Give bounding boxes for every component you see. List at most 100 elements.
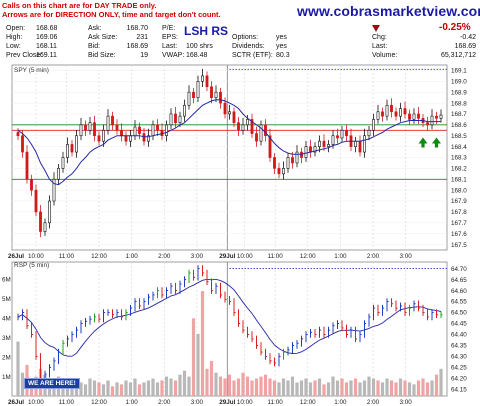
price-y-tick-label: 168.7: [451, 111, 467, 118]
price-candle: [340, 129, 344, 139]
price-candle: [205, 75, 209, 88]
price-x-tick-label: 2:00: [367, 253, 380, 260]
ask-value: 168.70: [126, 25, 148, 32]
price-candle: [97, 135, 101, 142]
price-candle: [196, 81, 200, 98]
volume-bar: [430, 380, 434, 396]
price-candle: [381, 111, 384, 117]
volume-bar: [317, 378, 322, 396]
disclaimer-line-1: Calls on this chart are for DAY TRADE on…: [2, 1, 157, 10]
volume-bar: [281, 378, 286, 396]
price-candle: [178, 115, 182, 123]
price-candle: [21, 135, 24, 153]
price-candle: [430, 115, 434, 126]
volume-bar: [425, 382, 430, 396]
last-shares: 100 shrs: [186, 43, 213, 50]
volume-bar: [245, 376, 250, 396]
rsp-x-tick-label: 1:00: [125, 399, 138, 406]
price-y-tick-label: 168.2: [451, 166, 467, 173]
price-candle: [439, 114, 443, 119]
volume-bar: [119, 384, 124, 396]
price-y-tick-label: 168.8: [451, 100, 467, 107]
rsp-x-tick-label: 12:00: [91, 399, 107, 406]
price-candle: [66, 144, 69, 158]
volume-bar: [227, 374, 232, 396]
volume-bar: [259, 376, 263, 396]
volume-bar: [358, 382, 362, 396]
price-x-tick-label: 1:00: [125, 253, 138, 260]
price-candle: [142, 133, 146, 142]
price-candle: [201, 75, 204, 82]
price-y-tick-label: 168.3: [451, 155, 467, 162]
price-y-tick-label: 168.5: [451, 133, 467, 140]
vwap-label: VWAP:: [162, 52, 185, 59]
rsp-x-tick-label: 1:00: [334, 399, 347, 406]
bid-size-value: 19: [140, 52, 148, 59]
price-candle: [264, 124, 267, 137]
price-y-tick-label: 168.4: [451, 144, 467, 151]
volume-bar: [286, 380, 290, 396]
high-value: 169.06: [36, 34, 58, 41]
price-candle: [259, 124, 263, 142]
volume-bar: [20, 372, 25, 396]
volume-bar: [232, 380, 236, 396]
price-y-tick-label: 168.9: [451, 89, 467, 96]
volume-bar: [79, 382, 83, 396]
price-candle: [48, 200, 51, 224]
volume-bar: [200, 291, 205, 396]
ask-label: Ask:: [88, 25, 102, 32]
volume-tick-label: 1M: [2, 374, 11, 381]
volume-bar: [151, 378, 155, 396]
price-candle: [435, 115, 438, 119]
volume-bar: [335, 380, 340, 396]
price-candle: [30, 178, 33, 191]
volume-tick-label: 2M: [2, 354, 11, 361]
price-candle: [300, 151, 303, 158]
price-candle: [291, 157, 294, 164]
change-percent: -0.25%: [439, 22, 471, 33]
volume-bar: [254, 378, 259, 396]
price-y-tick-label: 167.9: [451, 198, 467, 205]
price-x-tick-label: 2:00: [158, 253, 171, 260]
volume-tick-label: 3M: [2, 335, 11, 342]
price-candle: [187, 91, 191, 106]
price-candle: [399, 108, 402, 117]
volume-bar: [236, 378, 241, 396]
volume-bar: [241, 372, 245, 396]
last-price-label: Last:: [372, 43, 388, 50]
price-candle: [174, 113, 177, 123]
rsp-y-tick-label: 64.30: [451, 354, 467, 361]
volume-bar: [97, 382, 101, 396]
volume-bar: [164, 376, 169, 396]
rsp-y-tick-label: 64.70: [451, 266, 467, 273]
price-candle: [70, 144, 74, 153]
rsp-x-tick-label: 2:00: [158, 399, 171, 406]
price-candle: [25, 151, 29, 180]
price-candle: [133, 126, 137, 137]
volume-bar: [349, 380, 353, 396]
price-candle: [210, 86, 213, 98]
price-candle: [214, 91, 218, 98]
price-candle: [102, 129, 105, 142]
price-candle: [88, 122, 92, 131]
price-candle: [273, 157, 276, 169]
volume-value: 65,312,712: [440, 52, 476, 59]
volume-bar: [173, 380, 178, 396]
price-candle: [255, 133, 258, 142]
volume-bar: [128, 382, 133, 396]
up-arrow-icon: [418, 137, 428, 148]
price-y-tick-label: 168.0: [451, 187, 467, 194]
price-candle: [156, 124, 159, 131]
volume-bar: [407, 382, 412, 396]
price-candle: [241, 124, 245, 131]
rsp-moving-average-line: [17, 278, 442, 357]
volume-bar: [88, 378, 92, 396]
price-x-tick-label: 26Jul: [8, 253, 24, 260]
price-moving-average-line: [17, 99, 441, 186]
volume-label: Volume:: [372, 52, 398, 59]
volume-bar: [295, 382, 299, 396]
volume-bar: [61, 382, 65, 396]
sctr-label: SCTR (ETF):: [232, 52, 273, 59]
price-candle: [417, 113, 420, 119]
price-x-tick-label: 11:00: [268, 253, 284, 260]
